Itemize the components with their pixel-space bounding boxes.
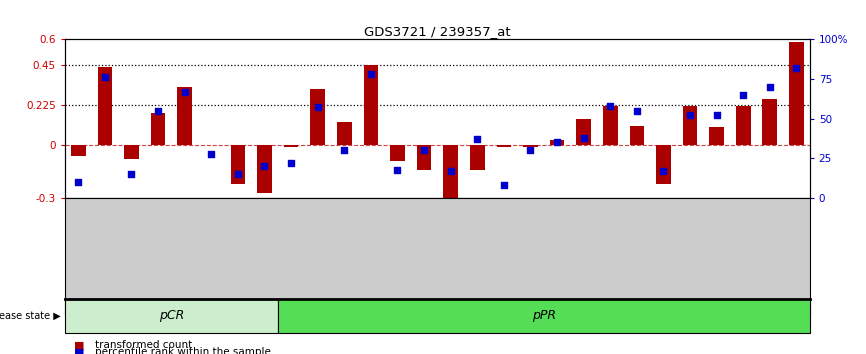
Bar — [65, 299, 278, 333]
Point — [470, 137, 484, 142]
Bar — [443, 145, 458, 204]
Point — [284, 160, 298, 166]
Text: transformed count: transformed count — [95, 340, 192, 350]
Point — [736, 92, 750, 98]
Point — [364, 71, 378, 77]
Point — [709, 113, 723, 118]
Bar — [284, 145, 299, 147]
Bar — [310, 88, 325, 145]
Point — [311, 105, 325, 110]
Title: GDS3721 / 239357_at: GDS3721 / 239357_at — [364, 25, 511, 38]
Bar — [736, 106, 751, 145]
Point — [443, 169, 457, 174]
Bar — [550, 140, 565, 145]
Point — [178, 89, 191, 95]
Point — [257, 164, 271, 169]
Bar — [417, 145, 431, 170]
Text: disease state ▶: disease state ▶ — [0, 311, 61, 321]
Point — [790, 65, 804, 70]
Bar — [523, 145, 538, 147]
Point — [151, 108, 165, 114]
Point — [391, 167, 404, 172]
Bar — [656, 145, 671, 184]
Text: pPR: pPR — [532, 309, 556, 322]
Bar — [278, 299, 810, 333]
Bar — [230, 145, 245, 184]
Bar — [364, 65, 378, 145]
Point — [204, 151, 218, 156]
Point — [683, 113, 697, 118]
Text: percentile rank within the sample: percentile rank within the sample — [95, 347, 271, 354]
Point — [497, 183, 511, 188]
Text: ■: ■ — [74, 340, 84, 350]
Point — [604, 103, 617, 109]
Bar — [390, 145, 404, 161]
Bar — [178, 87, 192, 145]
Point — [630, 108, 643, 114]
Bar — [709, 127, 724, 145]
Point — [577, 135, 591, 141]
Bar — [603, 106, 617, 145]
Bar — [470, 145, 485, 170]
Bar — [257, 145, 272, 193]
Bar — [151, 113, 165, 145]
Point — [71, 179, 85, 185]
Point — [98, 74, 112, 80]
Bar — [71, 145, 86, 156]
Text: ■: ■ — [74, 347, 84, 354]
Point — [656, 169, 670, 174]
Bar — [98, 67, 113, 145]
Point — [523, 148, 537, 153]
Point — [763, 84, 777, 90]
Point — [231, 172, 245, 177]
Bar — [576, 119, 591, 145]
Point — [417, 148, 431, 153]
Text: pCR: pCR — [158, 309, 184, 322]
Point — [337, 148, 351, 153]
Bar — [682, 106, 697, 145]
Point — [550, 140, 564, 145]
Bar — [496, 145, 511, 147]
Bar — [630, 126, 644, 145]
Bar — [124, 145, 139, 159]
Point — [125, 172, 139, 177]
Bar — [762, 99, 777, 145]
Bar — [337, 122, 352, 145]
Bar — [789, 42, 804, 145]
